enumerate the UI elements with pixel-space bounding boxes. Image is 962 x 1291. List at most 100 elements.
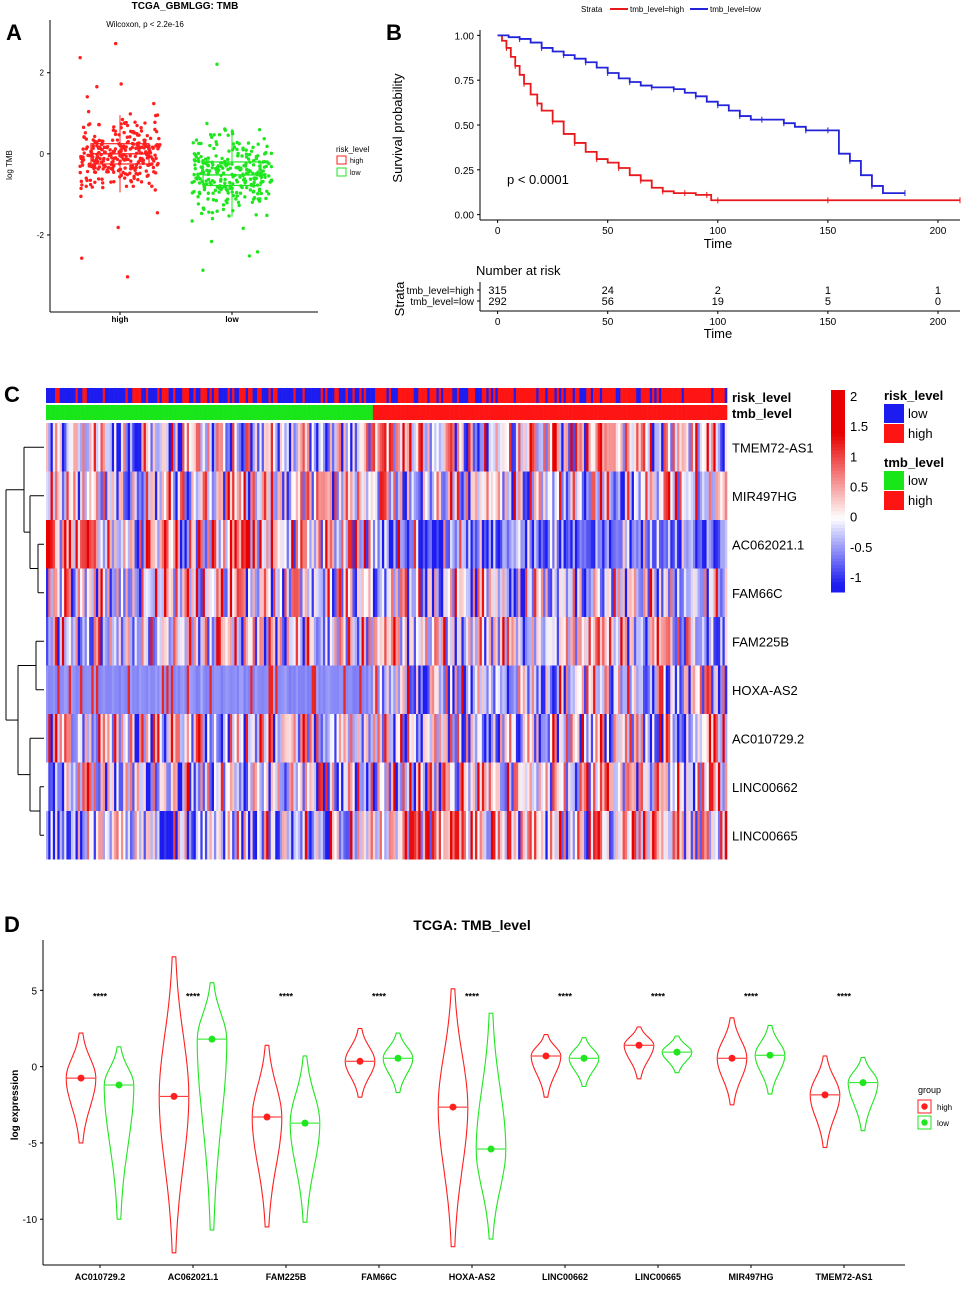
heatmap-cell bbox=[302, 714, 306, 763]
heatmap-cell bbox=[152, 665, 156, 714]
heatmap-cell bbox=[606, 811, 610, 860]
panel-a-boxplot: TCGA_GBMLGG: TMB Wilcoxon, p < 2.2e-16 l… bbox=[5, 1, 370, 324]
heatmap-cell bbox=[334, 665, 337, 714]
heatmap-cell bbox=[622, 471, 626, 520]
heatmap-cell bbox=[361, 665, 365, 714]
heatmap-cell bbox=[336, 714, 340, 763]
heatmap-cell bbox=[227, 520, 231, 569]
heatmap-cell bbox=[431, 762, 435, 811]
heatmap-cell bbox=[429, 617, 433, 666]
risk-level-cell bbox=[372, 388, 376, 403]
heatmap-cell bbox=[595, 520, 598, 569]
heatmap-cell bbox=[520, 714, 523, 763]
heatmap-cell bbox=[288, 762, 292, 811]
tmb-level-cell bbox=[397, 405, 401, 420]
tmb-level-cell bbox=[527, 405, 530, 420]
heatmap-cell bbox=[82, 811, 85, 860]
panel-a-point bbox=[139, 126, 143, 130]
tmb-level-cell bbox=[593, 405, 596, 420]
heatmap-cell bbox=[715, 665, 719, 714]
heatmap-cell bbox=[252, 520, 256, 569]
heatmap-cell bbox=[356, 762, 360, 811]
panel-a-point bbox=[257, 127, 262, 132]
heatmap-cell bbox=[599, 471, 603, 520]
heatmap-cell bbox=[347, 423, 351, 472]
heatmap-cell bbox=[506, 520, 510, 569]
panel-a-point bbox=[220, 156, 224, 161]
heatmap-cell bbox=[643, 762, 646, 811]
tmb-level-cell bbox=[223, 405, 226, 420]
risk-level-cell bbox=[284, 388, 287, 403]
heatmap-cell bbox=[241, 811, 244, 860]
tmb-level-cell bbox=[182, 405, 185, 420]
heatmap-cell bbox=[590, 423, 594, 472]
tmb-level-cell bbox=[604, 405, 607, 420]
panel-a-point bbox=[248, 188, 253, 192]
heatmap-cell bbox=[615, 568, 619, 617]
heatmap-cell bbox=[418, 520, 421, 569]
heatmap-cell bbox=[220, 665, 224, 714]
heatmap-cell bbox=[227, 471, 231, 520]
heatmap-cell bbox=[381, 471, 385, 520]
heatmap-cell bbox=[157, 617, 160, 666]
tmb-level-cell bbox=[429, 405, 433, 420]
heatmap-cell bbox=[254, 471, 258, 520]
heatmap-cell bbox=[431, 423, 435, 472]
heatmap-cell bbox=[713, 423, 716, 472]
heatmap-cell bbox=[715, 811, 719, 860]
panel-a-point bbox=[128, 154, 132, 158]
heatmap-cell bbox=[429, 423, 433, 472]
heatmap-cell bbox=[702, 665, 705, 714]
heatmap-cell bbox=[213, 762, 217, 811]
tmb-level-cell bbox=[395, 405, 399, 420]
heatmap-cell bbox=[320, 471, 324, 520]
heatmap-cell bbox=[636, 811, 639, 860]
significance-label: **** bbox=[465, 992, 480, 1002]
heatmap-cell bbox=[724, 714, 728, 763]
heatmap-cell bbox=[438, 568, 442, 617]
panel-a-point bbox=[256, 192, 260, 196]
panel-a-point bbox=[80, 163, 85, 167]
heatmap-cell bbox=[649, 762, 653, 811]
heatmap-cell bbox=[665, 617, 669, 666]
heatmap-cell bbox=[717, 520, 721, 569]
heatmap-cell bbox=[509, 617, 512, 666]
heatmap-cell bbox=[89, 811, 92, 860]
heatmap-cell bbox=[588, 568, 592, 617]
panel-a-point bbox=[113, 132, 118, 137]
heatmap-cell bbox=[581, 617, 585, 666]
heatmap-cell bbox=[588, 423, 592, 472]
heatmap-cell bbox=[202, 714, 206, 763]
heatmap-cell bbox=[697, 617, 701, 666]
heatmap-cell bbox=[143, 471, 147, 520]
heatmap-cell bbox=[186, 811, 190, 860]
heatmap-cell bbox=[184, 520, 188, 569]
heatmap-cell bbox=[127, 714, 131, 763]
heatmap-cell bbox=[232, 665, 235, 714]
panel-a-point bbox=[241, 148, 245, 152]
panel-a-point bbox=[232, 145, 237, 149]
heatmap-cell bbox=[420, 617, 424, 666]
panel-a-point bbox=[207, 210, 211, 214]
heatmap-cell bbox=[643, 811, 646, 860]
heatmap-cell bbox=[577, 811, 580, 860]
heatmap-cell bbox=[656, 714, 660, 763]
heatmap-cell bbox=[216, 520, 219, 569]
heatmap-cell bbox=[152, 811, 156, 860]
heatmap-cell bbox=[202, 471, 206, 520]
risk-level-cell bbox=[245, 388, 249, 403]
heatmap-cell bbox=[52, 714, 56, 763]
heatmap-cell bbox=[538, 665, 542, 714]
heatmap-cell bbox=[602, 665, 605, 714]
heatmap-cell bbox=[136, 471, 140, 520]
heatmap-cell bbox=[125, 762, 129, 811]
panel-a-point bbox=[246, 157, 251, 161]
heatmap-cell bbox=[636, 471, 639, 520]
heatmap-cell bbox=[708, 714, 712, 763]
heatmap-cell bbox=[93, 568, 97, 617]
colorbar-segment bbox=[831, 484, 845, 489]
panel-a-point bbox=[246, 141, 251, 145]
tmb-level-cell bbox=[325, 405, 328, 420]
heatmap-cell bbox=[311, 762, 315, 811]
heatmap-cell bbox=[213, 423, 217, 472]
